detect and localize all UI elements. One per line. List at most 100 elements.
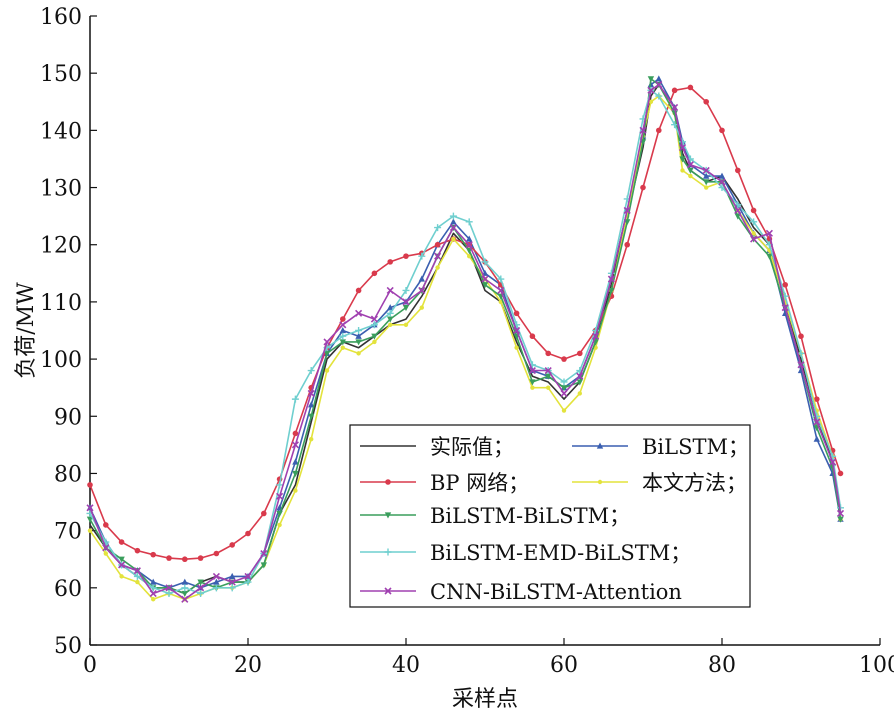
data-point — [86, 516, 94, 523]
legend-marker — [384, 548, 392, 556]
data-point — [561, 356, 567, 362]
data-point — [118, 556, 125, 563]
x-tick-label: 60 — [550, 653, 578, 678]
data-point — [782, 281, 788, 288]
data-point — [181, 584, 189, 592]
legend-marker — [596, 442, 604, 449]
data-point — [228, 578, 236, 586]
legend-label: BiLSTM； — [642, 435, 749, 459]
data-point — [292, 458, 299, 465]
y-tick-label: 50 — [54, 634, 82, 659]
y-tick-label: 120 — [40, 234, 82, 259]
data-point — [182, 556, 188, 563]
data-point — [150, 578, 157, 585]
x-tick-label: 40 — [392, 653, 420, 678]
legend-marker — [385, 479, 391, 485]
x-tick-label: 20 — [234, 653, 262, 678]
y-tick-label: 90 — [54, 405, 82, 430]
x-axis-title: 采样点 — [452, 687, 518, 712]
data-point — [781, 304, 789, 312]
data-point — [719, 127, 725, 134]
data-point — [545, 373, 552, 380]
data-point — [813, 435, 820, 442]
data-point — [118, 539, 125, 545]
data-point — [102, 544, 110, 552]
data-point — [449, 224, 457, 232]
data-point — [212, 572, 220, 580]
data-point — [467, 253, 472, 259]
y-axis-title: 负荷/MW — [14, 282, 39, 379]
data-point — [680, 168, 685, 173]
legend-label: BiLSTM-EMD-BiLSTM； — [430, 541, 691, 565]
data-point — [528, 366, 536, 375]
data-point — [704, 185, 709, 190]
data-point — [451, 236, 456, 242]
data-point — [545, 350, 551, 357]
data-point — [735, 167, 741, 174]
data-point — [355, 309, 363, 317]
data-point — [213, 550, 220, 557]
data-point — [513, 326, 521, 335]
legend-item: BiLSTM-EMD-BiLSTM； — [360, 541, 691, 565]
data-point — [813, 418, 821, 426]
data-point — [449, 212, 457, 220]
data-point — [560, 385, 568, 392]
data-point — [671, 103, 679, 112]
data-point — [671, 87, 678, 94]
series-6 — [86, 86, 844, 598]
data-point — [577, 350, 583, 357]
data-point — [308, 401, 315, 408]
data-point — [750, 218, 758, 226]
data-point — [655, 92, 663, 100]
data-point — [608, 287, 615, 294]
legend-box — [349, 424, 751, 608]
legend-item: 本文方法； — [572, 471, 747, 495]
data-point — [607, 275, 615, 283]
data-point — [655, 75, 662, 82]
x-tick-label: 80 — [708, 653, 736, 678]
data-point — [388, 322, 393, 327]
legend-item: 实际值； — [360, 435, 514, 459]
data-point — [309, 436, 314, 442]
data-point — [671, 121, 679, 129]
data-point — [686, 161, 694, 169]
data-point — [245, 530, 251, 537]
data-point — [260, 549, 268, 558]
legend-label: BP 网络； — [430, 471, 529, 495]
data-point — [103, 551, 109, 556]
data-point — [814, 396, 820, 402]
data-point — [323, 338, 331, 346]
data-point — [466, 235, 473, 242]
data-point — [197, 555, 204, 561]
legend-marker — [384, 587, 392, 595]
data-point — [679, 156, 686, 163]
data-point — [339, 321, 347, 329]
data-point — [734, 206, 742, 214]
data-point — [149, 589, 157, 598]
data-point — [718, 178, 726, 186]
series-layer — [86, 75, 845, 603]
data-point — [133, 567, 141, 575]
data-point — [291, 441, 299, 449]
data-point — [419, 305, 424, 310]
data-point — [181, 595, 189, 603]
data-point — [836, 509, 845, 518]
data-point — [765, 229, 773, 237]
y-tick-label: 150 — [40, 62, 82, 87]
legend: 实际值； BiLSTM； BP 网络； 本文方法； BiLSTM-BiLSTM； BiLS… — [349, 424, 751, 608]
y-tick-label: 70 — [54, 520, 82, 545]
data-point — [481, 282, 489, 289]
data-point — [703, 98, 709, 105]
data-point — [402, 305, 410, 312]
data-point — [387, 316, 394, 323]
data-point — [734, 213, 741, 220]
y-tick-label: 140 — [40, 119, 82, 144]
data-point — [212, 584, 220, 592]
legend-label: 本文方法； — [642, 471, 747, 495]
data-point — [576, 372, 584, 380]
data-point — [647, 76, 655, 83]
data-point — [402, 286, 410, 294]
data-point — [308, 413, 315, 420]
data-point — [87, 482, 93, 488]
